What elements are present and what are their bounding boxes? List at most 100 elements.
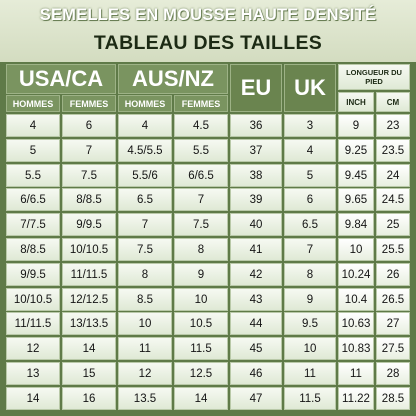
uk-header: UK (284, 64, 336, 112)
cm-header: CM (376, 92, 410, 112)
table-cell: 9.5 (284, 312, 336, 335)
usa-hommes-header: HOMMES (6, 95, 60, 112)
table-cell: 26.5 (376, 288, 410, 311)
table-cell: 37 (230, 139, 282, 162)
table-cell: 11.5 (284, 387, 336, 410)
table-cell: 47 (230, 387, 282, 410)
aus-nz-header: AUS/NZ (118, 64, 228, 94)
table-cell: 4 (118, 114, 172, 137)
table-cell: 8 (118, 263, 172, 286)
table-cell: 11.5 (174, 337, 228, 360)
table-cell: 4.5 (174, 114, 228, 137)
table-cell: 11 (118, 337, 172, 360)
table-cell: 9 (338, 114, 374, 137)
page-title: SEMELLES EN MOUSSE HAUTE DENSITÉ (39, 6, 377, 24)
table-cell: 45 (230, 337, 282, 360)
table-cell: 9/9.5 (62, 213, 116, 236)
table-cell: 23 (376, 114, 410, 137)
page-subtitle: TABLEAU DES TAILLES (93, 32, 323, 54)
table-cell: 7.5 (62, 164, 116, 187)
table-cell: 9.84 (338, 213, 374, 236)
table-cell: 6 (62, 114, 116, 137)
size-table: USA/CA AUS/NZ EU UK LONGUEUR DU PIED HOMMES FE… (6, 64, 410, 412)
table-cell: 10/10.5 (6, 288, 60, 311)
table-cell: 6.5 (284, 213, 336, 236)
table-cell: 43 (230, 288, 282, 311)
usa-femmes-header: FEMMES (62, 95, 116, 112)
table-cell: 8/8.5 (62, 188, 116, 211)
table-cell: 4 (6, 114, 60, 137)
table-cell: 7 (62, 139, 116, 162)
table-cell: 10.5 (174, 312, 228, 335)
table-cell: 11/11.5 (6, 312, 60, 335)
table-cell: 24 (376, 164, 410, 187)
table-cell: 8 (174, 238, 228, 261)
table-cell: 9.45 (338, 164, 374, 187)
table-cell: 25 (376, 213, 410, 236)
table-cell: 15 (62, 362, 116, 385)
foot-length-header: LONGUEUR DU PIED (338, 64, 410, 90)
table-cell: 41 (230, 238, 282, 261)
table-cell: 44 (230, 312, 282, 335)
table-cell: 7 (118, 213, 172, 236)
table-cell: 25.5 (376, 238, 410, 261)
header-banner: SEMELLES EN MOUSSE HAUTE DENSITÉ TABLEAU… (0, 0, 416, 62)
table-cell: 12 (118, 362, 172, 385)
table-cell: 7.5 (118, 238, 172, 261)
table-cell: 28 (376, 362, 410, 385)
table-cell: 11 (284, 362, 336, 385)
table-cell: 10.24 (338, 263, 374, 286)
table-cell: 27.5 (376, 337, 410, 360)
table-cell: 13/13.5 (62, 312, 116, 335)
table-cell: 10.63 (338, 312, 374, 335)
table-cell: 5 (6, 139, 60, 162)
table-cell: 7 (174, 188, 228, 211)
table-cell: 11.22 (338, 387, 374, 410)
table-cell: 39 (230, 188, 282, 211)
table-cell: 10.83 (338, 337, 374, 360)
table-cell: 12 (6, 337, 60, 360)
table-cell: 9/9.5 (6, 263, 60, 286)
table-cell: 10 (174, 288, 228, 311)
table-cell: 16 (62, 387, 116, 410)
table-cell: 38 (230, 164, 282, 187)
table-cell: 10 (338, 238, 374, 261)
table-cell: 6/6.5 (6, 188, 60, 211)
table-cell: 28.5 (376, 387, 410, 410)
table-cell: 13.5 (118, 387, 172, 410)
table-cell: 42 (230, 263, 282, 286)
table-cell: 14 (6, 387, 60, 410)
table-cell: 5.5 (174, 139, 228, 162)
table-cell: 36 (230, 114, 282, 137)
table-cell: 10 (118, 312, 172, 335)
table-cell: 10/10.5 (62, 238, 116, 261)
table-cell: 46 (230, 362, 282, 385)
table-cell: 23.5 (376, 139, 410, 162)
table-cell: 27 (376, 312, 410, 335)
table-cell: 10 (284, 337, 336, 360)
table-cell: 11 (338, 362, 374, 385)
table-cell: 7.5 (174, 213, 228, 236)
table-cell: 11/11.5 (62, 263, 116, 286)
table-cell: 12/12.5 (62, 288, 116, 311)
usa-ca-header: USA/CA (6, 64, 116, 94)
table-cell: 9 (174, 263, 228, 286)
table-cell: 8.5 (118, 288, 172, 311)
table-cell: 9 (284, 288, 336, 311)
table-cell: 6.5 (118, 188, 172, 211)
table-cell: 6 (284, 188, 336, 211)
table-cell: 14 (174, 387, 228, 410)
table-cell: 9.25 (338, 139, 374, 162)
table-cell: 4 (284, 139, 336, 162)
table-cell: 3 (284, 114, 336, 137)
table-cell: 5.5 (6, 164, 60, 187)
table-cell: 13 (6, 362, 60, 385)
table-cell: 4.5/5.5 (118, 139, 172, 162)
table-cell: 14 (62, 337, 116, 360)
table-cell: 10.4 (338, 288, 374, 311)
table-cell: 5 (284, 164, 336, 187)
table-cell: 40 (230, 213, 282, 236)
table-cell: 7 (284, 238, 336, 261)
aus-femmes-header: FEMMES (174, 95, 228, 112)
table-cell: 12.5 (174, 362, 228, 385)
